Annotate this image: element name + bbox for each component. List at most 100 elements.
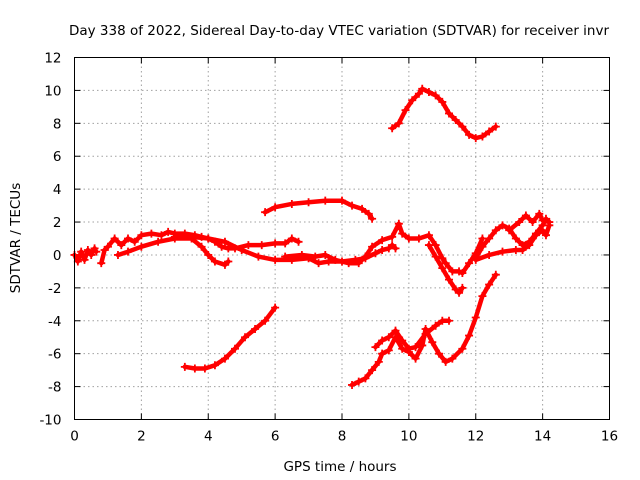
data-point [538,226,547,235]
data-point [287,234,296,243]
data-point [281,239,290,248]
data-point [261,316,270,325]
data-point [388,232,397,241]
data-point [471,134,480,143]
data-point [431,321,440,330]
data-point [401,106,410,115]
data-point [438,254,447,263]
data-point [428,338,437,347]
data-point [154,237,163,246]
data-point [541,231,550,240]
data-point [378,336,387,345]
data-point [398,229,407,238]
data-point [147,229,156,238]
data-point [545,218,554,227]
series-arc-13 [471,221,554,264]
data-point [137,242,146,251]
data-point [261,208,270,217]
data-point [388,124,397,133]
data-point [361,252,370,261]
y-tick-label: 0 [53,248,62,264]
data-point [438,264,447,273]
series-arc-10 [371,316,453,353]
data-point [498,247,507,256]
data-point [204,234,213,243]
data-point [391,244,400,253]
series-arc-4 [170,232,400,268]
data-point [498,221,507,230]
data-point [190,364,199,373]
data-point [465,331,474,340]
data-point [344,259,353,268]
data-point [518,246,527,255]
data-point [130,237,139,246]
data-point [424,241,433,250]
y-axis-label: SDTVAR / TECUs [8,183,24,293]
data-point [200,364,209,373]
y-tick-label: 8 [53,116,62,132]
data-point [358,204,367,213]
y-tick-label: 10 [44,83,61,99]
data-point [170,232,179,241]
data-point [438,316,447,325]
data-point [187,232,196,241]
data-point [418,84,427,93]
x-tick-label: 16 [601,429,618,445]
series-arc-6 [261,196,377,223]
data-point [434,349,443,358]
data-point [431,91,440,100]
data-point [458,269,467,278]
data-point [471,255,480,264]
series-line [262,198,375,222]
data-point [217,242,226,251]
data-point [348,380,357,389]
data-point [294,237,303,246]
data-point [83,246,92,255]
y-tick-label: -2 [48,281,61,297]
y-tick-label: -4 [48,314,61,330]
x-tick-label: 14 [534,429,551,445]
data-point [478,234,487,243]
data-point [210,257,219,266]
data-point [404,234,413,243]
data-point [394,119,403,128]
x-tick-label: 12 [467,429,484,445]
series-arc-9 [348,270,500,389]
data-point [180,362,189,371]
x-tick-label: 10 [400,429,417,445]
y-tick-label: 6 [53,149,62,165]
data-point [210,361,219,370]
data-point [511,246,520,255]
data-point [197,242,206,251]
plot-frame [74,57,610,420]
data-point [448,354,457,363]
data-point [485,127,494,136]
tick-labels: 0 2 4 6 8 10 12 14 16 -10 -8 -6 -4 -2 0 2 4 6 8 10 12 [39,51,618,445]
data-point [485,234,494,243]
data-point [455,288,464,297]
data-point [304,198,313,207]
data-point [535,209,544,218]
data-point [103,242,112,251]
data-point [287,199,296,208]
data-point [411,343,420,352]
data-point [505,226,514,235]
data-point [117,241,126,250]
data-point [445,316,453,325]
data-point [511,234,520,243]
data-point [311,252,320,261]
data-point [478,292,487,301]
data-point [231,344,239,353]
data-point [364,209,373,218]
data-point [241,333,250,342]
data-point [404,344,413,353]
data-point [485,250,494,259]
data-point [445,109,453,118]
data-point [204,250,213,259]
data-series [70,84,554,389]
data-point [271,303,280,312]
data-point [110,234,119,243]
data-point [531,231,540,240]
